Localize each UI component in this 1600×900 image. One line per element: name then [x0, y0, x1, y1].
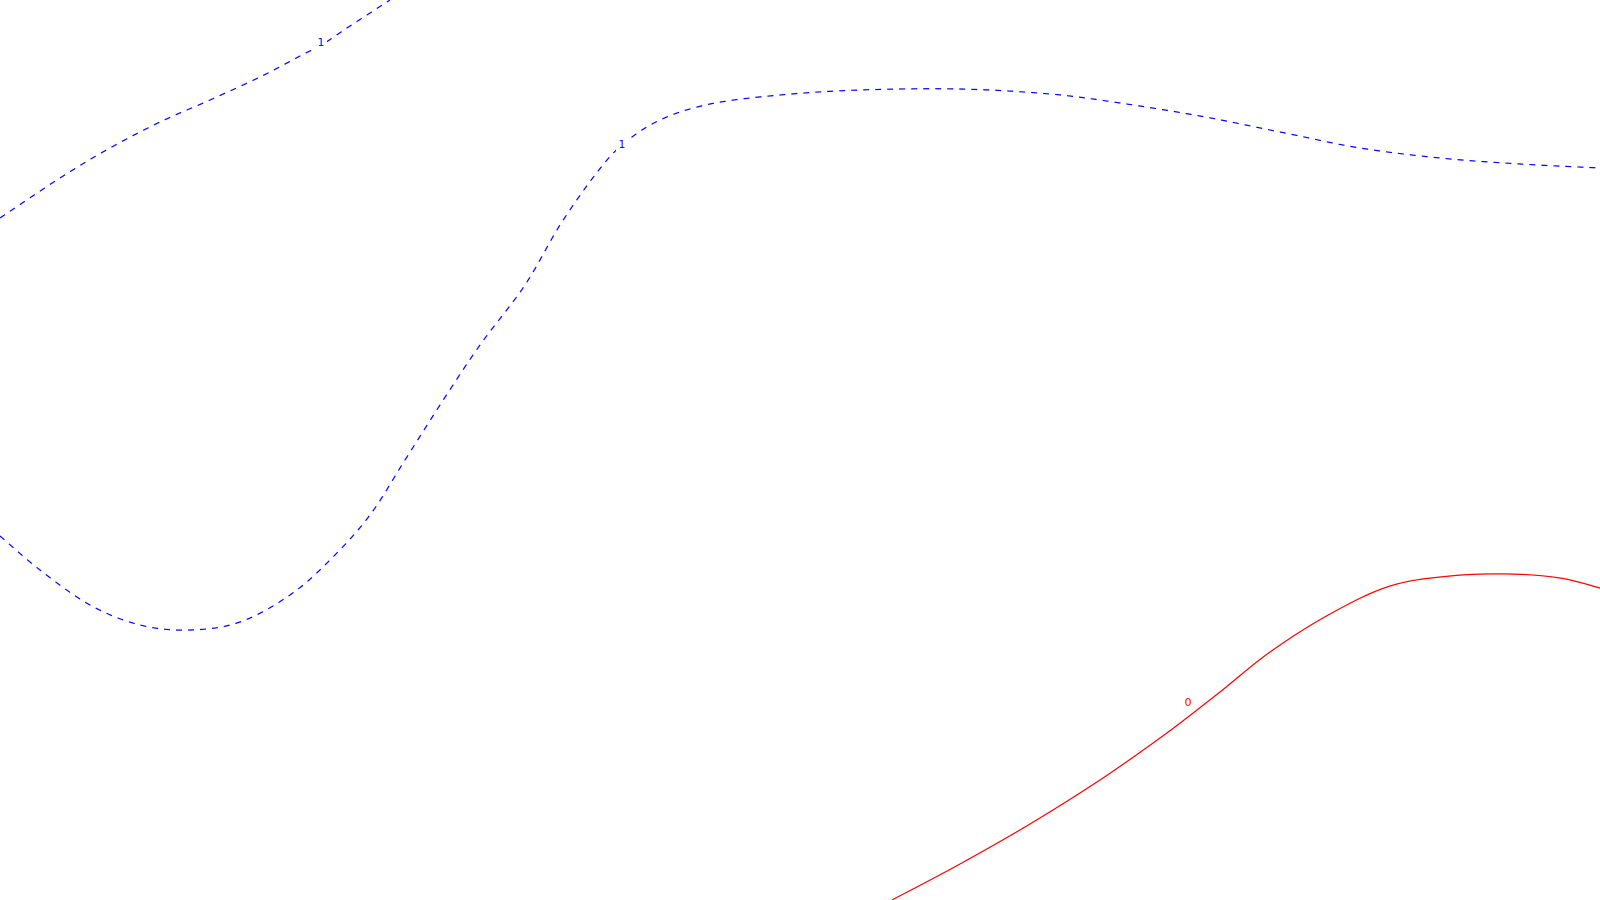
- contour-line-1: [0, 88, 1600, 631]
- contour-label-background-1: [616, 138, 628, 152]
- contour-line-0: [0, 0, 391, 219]
- contour-line-2: [891, 573, 1600, 900]
- contour-label-0: 1: [318, 36, 325, 49]
- contour-label-2: 0: [1185, 696, 1192, 709]
- contour-label-1: 1: [619, 138, 626, 151]
- contour-label-background-0: [315, 36, 327, 50]
- contour-labels: 1 1 0: [315, 36, 1194, 710]
- contour-label-background-2: [1182, 696, 1194, 710]
